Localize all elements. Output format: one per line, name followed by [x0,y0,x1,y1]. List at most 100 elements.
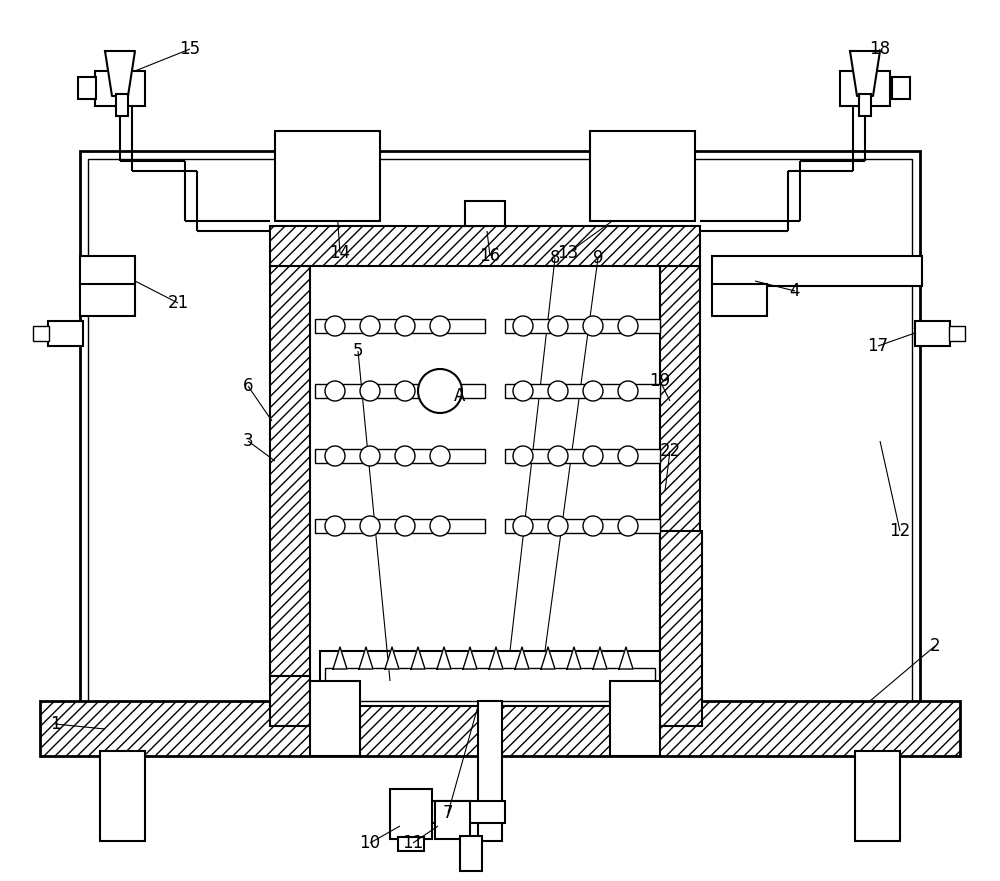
Text: 4: 4 [790,282,800,300]
Bar [465,201,505,226]
Bar [660,266,700,681]
Text: 22: 22 [659,442,681,460]
Bar [270,226,700,266]
Bar [398,837,424,851]
Bar [712,256,922,286]
Bar [505,319,660,333]
Bar [320,651,660,706]
Bar [40,701,960,756]
Bar [325,668,655,701]
Bar [315,519,485,533]
Circle shape [430,381,450,401]
Circle shape [618,516,638,536]
Circle shape [548,316,568,336]
Circle shape [325,316,345,336]
Bar [315,319,485,333]
Circle shape [418,369,462,413]
Polygon shape [463,647,477,669]
Circle shape [618,381,638,401]
Bar [95,71,145,106]
Bar [478,701,502,841]
Bar [80,256,135,286]
Circle shape [325,446,345,466]
Text: 3: 3 [243,432,253,450]
Circle shape [513,316,533,336]
Bar [48,321,83,346]
Polygon shape [850,51,880,96]
Text: 6: 6 [243,377,253,395]
Bar [505,519,660,533]
Circle shape [325,516,345,536]
Bar [275,131,380,221]
Circle shape [395,316,415,336]
Polygon shape [619,647,633,669]
Bar [590,131,695,221]
Polygon shape [541,647,555,669]
Text: 7: 7 [443,804,453,822]
Circle shape [325,381,345,401]
Bar [505,449,660,463]
Circle shape [513,446,533,466]
Circle shape [513,381,533,401]
Bar [460,836,482,871]
Bar [315,449,485,463]
Bar [712,284,767,316]
Bar [660,531,702,726]
Text: 1: 1 [50,715,60,733]
Text: 19: 19 [649,372,671,390]
Circle shape [513,516,533,536]
Text: 2: 2 [930,637,940,655]
Bar [949,326,965,341]
Bar [855,751,900,841]
Circle shape [360,446,380,466]
Text: 15: 15 [179,40,201,58]
Bar [33,326,49,341]
Circle shape [360,381,380,401]
Text: 8: 8 [550,249,560,267]
Circle shape [360,516,380,536]
Polygon shape [385,647,399,669]
Circle shape [548,516,568,536]
Text: 21: 21 [167,294,189,312]
Bar [390,789,432,839]
Bar [435,801,470,839]
Polygon shape [105,51,135,96]
Circle shape [548,446,568,466]
Polygon shape [359,647,373,669]
Text: 5: 5 [353,342,363,360]
Text: 13: 13 [557,244,579,262]
Circle shape [618,446,638,466]
Bar [892,77,910,99]
Polygon shape [437,647,451,669]
Text: 18: 18 [869,40,891,58]
Circle shape [583,446,603,466]
Bar [915,321,950,346]
Bar [859,94,871,116]
Circle shape [430,516,450,536]
Circle shape [395,381,415,401]
Circle shape [618,316,638,336]
Polygon shape [515,647,529,669]
Circle shape [583,516,603,536]
Bar [840,71,890,106]
Bar [270,676,310,726]
Text: A: A [454,387,466,405]
Circle shape [430,446,450,466]
Polygon shape [489,647,503,669]
Bar [100,751,145,841]
Circle shape [548,381,568,401]
Bar [80,284,135,316]
Circle shape [395,446,415,466]
Text: 9: 9 [593,249,603,267]
Circle shape [360,316,380,336]
Bar [88,159,912,718]
Polygon shape [411,647,425,669]
Bar [430,801,505,823]
Bar [315,384,485,398]
Text: 12: 12 [889,522,911,540]
Circle shape [583,381,603,401]
Circle shape [395,516,415,536]
Circle shape [583,316,603,336]
Text: 10: 10 [359,834,381,852]
Bar [505,384,660,398]
